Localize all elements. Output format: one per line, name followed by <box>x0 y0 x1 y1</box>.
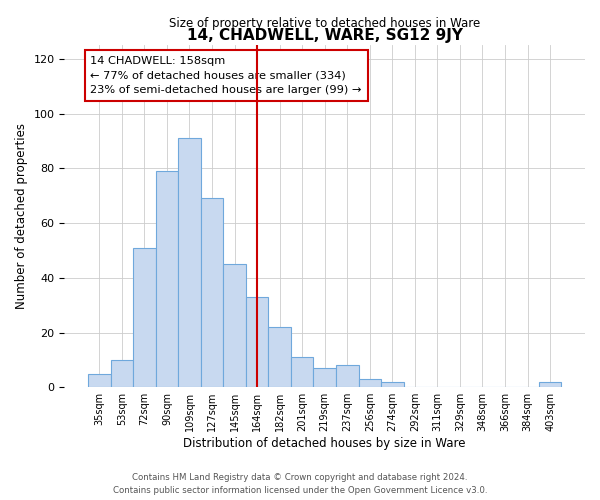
X-axis label: Distribution of detached houses by size in Ware: Distribution of detached houses by size … <box>184 437 466 450</box>
Bar <box>381 382 404 387</box>
Bar <box>268 327 291 387</box>
Bar <box>359 379 381 387</box>
Text: 14 CHADWELL: 158sqm
← 77% of detached houses are smaller (334)
23% of semi-detac: 14 CHADWELL: 158sqm ← 77% of detached ho… <box>91 56 362 95</box>
Bar <box>133 248 155 387</box>
Y-axis label: Number of detached properties: Number of detached properties <box>15 124 28 310</box>
Bar <box>313 368 336 387</box>
Bar <box>539 382 562 387</box>
Bar <box>336 366 359 387</box>
Bar <box>223 264 246 387</box>
Bar <box>246 297 268 387</box>
Bar <box>201 198 223 387</box>
Text: Size of property relative to detached houses in Ware: Size of property relative to detached ho… <box>169 17 481 30</box>
Title: 14, CHADWELL, WARE, SG12 9JY: 14, CHADWELL, WARE, SG12 9JY <box>187 28 463 43</box>
Bar <box>155 171 178 387</box>
Bar <box>178 138 201 387</box>
Bar <box>88 374 110 387</box>
Text: Contains HM Land Registry data © Crown copyright and database right 2024.
Contai: Contains HM Land Registry data © Crown c… <box>113 474 487 495</box>
Bar <box>291 357 313 387</box>
Bar <box>110 360 133 387</box>
